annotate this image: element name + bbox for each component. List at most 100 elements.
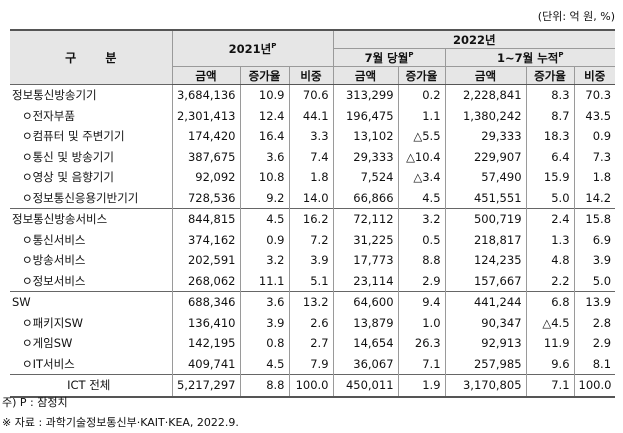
table-cell: △3.4	[397, 167, 446, 188]
table-cell: 374,162	[171, 229, 240, 250]
table-row: ㅇ방송서비스 202,591 3.2 3.9 17,773 8.8 124,235 4.8 3.…	[10, 250, 616, 271]
table-cell: 7,524	[332, 167, 399, 188]
table-cell: 409,741	[171, 353, 240, 375]
table-cell: 196,475	[332, 105, 399, 126]
row-label: ICT 전체	[10, 374, 172, 398]
table-cell: 4.5	[239, 208, 289, 230]
table-cell: 2.7	[288, 333, 334, 354]
table-cell: 31,225	[332, 229, 399, 250]
table-cell: 17,773	[332, 250, 399, 271]
table-cell: 14,654	[332, 333, 399, 354]
table-body: 정보통신방송기기 3,684,136 10.9 70.6 313,299 0.2 2,228…	[10, 84, 616, 398]
col-share-cum: 비중	[573, 66, 616, 85]
table-row: ㅇ통신 및 방송기기 387,675 3.6 7.4 29,333 △10.4 229,90…	[10, 146, 616, 167]
row-label: ㅇ방송서비스	[22, 253, 86, 268]
table-cell: 2.2	[525, 270, 575, 292]
table-cell: 136,410	[171, 312, 240, 333]
table-cell: 64,600	[332, 291, 399, 313]
table-cell: 124,235	[444, 250, 527, 271]
table-cell: 7.3	[573, 146, 616, 167]
table-cell: 8.7	[525, 105, 575, 126]
table-cell: 23,114	[332, 270, 399, 292]
table-cell: 13.9	[573, 291, 616, 313]
prelim-footnote: 주) P : 잠정치	[2, 396, 68, 409]
table-cell: 3.2	[239, 250, 289, 271]
table-cell: 15.9	[525, 167, 575, 188]
table-cell: 9.2	[239, 187, 289, 209]
table-cell: 450,011	[332, 374, 399, 398]
col-growth-july: 증가율	[397, 66, 446, 85]
table-cell: 36,067	[332, 353, 399, 375]
row-label: ㅇ통신서비스	[22, 232, 86, 247]
table-cell: 6.9	[573, 229, 616, 250]
table-row: 정보통신방송기기 3,684,136 10.9 70.6 313,299 0.2 2,228…	[10, 84, 616, 106]
table-cell: 5.0	[573, 270, 616, 292]
col-amount-cum: 금액	[444, 66, 527, 85]
table-cell: 4.8	[525, 250, 575, 271]
row-label: ㅇ정보서비스	[22, 273, 86, 288]
table-cell: 4.5	[397, 187, 446, 209]
table-cell: 3.6	[239, 146, 289, 167]
table-cell: 1.8	[288, 167, 334, 188]
table-cell: 3.9	[239, 312, 289, 333]
table-cell: 100.0	[288, 374, 334, 398]
table-cell: 5.1	[288, 270, 334, 292]
table-cell: 268,062	[171, 270, 240, 292]
table-cell: 0.8	[239, 333, 289, 354]
row-label: 정보통신방송서비스	[10, 208, 172, 230]
table-cell: 9.4	[397, 291, 446, 313]
table-cell: 4.5	[239, 353, 289, 375]
col-share-2021: 비중	[288, 66, 334, 85]
table-cell: 1,380,242	[444, 105, 527, 126]
table-cell: 8.8	[239, 374, 289, 398]
table-cell: 3.2	[397, 208, 446, 230]
table-row: 정보통신방송서비스 844,815 4.5 16.2 72,112 3.2 500,719 2…	[10, 208, 616, 230]
table-cell: 66,866	[332, 187, 399, 209]
table-cell: 142,195	[171, 333, 240, 354]
table-row: ㅇ전자부품 2,301,413 12.4 44.1 196,475 1.1 1,380,24…	[10, 105, 616, 126]
table-cell: 2.6	[288, 312, 334, 333]
ict-trade-table: 구 분 2021년P 2022년 7월 당월P 1~7월 누적P 금액 증가율 …	[10, 29, 616, 398]
table-row: ㅇ통신서비스 374,162 0.9 7.2 31,225 0.5 218,817 1.3 6.…	[10, 229, 616, 250]
table-cell: 72,112	[332, 208, 399, 230]
col-growth-2021: 증가율	[239, 66, 289, 85]
table-cell: 387,675	[171, 146, 240, 167]
table-cell: 3.9	[288, 250, 334, 271]
table-cell: 10.9	[239, 84, 289, 106]
table-cell: 44.1	[288, 105, 334, 126]
table-cell: 13,879	[332, 312, 399, 333]
table-cell: 2,228,841	[444, 84, 527, 106]
table-cell: 3.6	[239, 291, 289, 313]
table-cell: 688,346	[171, 291, 240, 313]
table-cell: 3,170,805	[444, 374, 527, 398]
table-cell: 10.8	[239, 167, 289, 188]
table-cell: 26.3	[397, 333, 446, 354]
row-label: ㅇ통신 및 방송기기	[22, 149, 114, 164]
table-row: ㅇIT서비스 409,741 4.5 7.9 36,067 7.1 257,985 9.6 8.…	[10, 353, 616, 375]
table-cell: 92,092	[171, 167, 240, 188]
table-cell: 1.8	[573, 167, 616, 188]
table-cell: △5.5	[397, 126, 446, 147]
table-cell: 3.3	[288, 126, 334, 147]
table-cell: 2.9	[573, 333, 616, 354]
table-cell: 257,985	[444, 353, 527, 375]
table-cell: 8.1	[573, 353, 616, 375]
table-cell: 12.4	[239, 105, 289, 126]
table-cell: 7.4	[288, 146, 334, 167]
table-cell: 18.3	[525, 126, 575, 147]
table-cell: 11.1	[239, 270, 289, 292]
table-cell: 229,907	[444, 146, 527, 167]
table-cell: 218,817	[444, 229, 527, 250]
col-amount-2021: 금액	[171, 66, 240, 85]
year-2021-header: 2021년P	[171, 29, 334, 67]
table-cell: 15.8	[573, 208, 616, 230]
col-growth-cum: 증가율	[525, 66, 575, 85]
row-label: SW	[10, 291, 172, 313]
row-label: ㅇIT서비스	[22, 356, 75, 371]
unit-note: (단위: 억 원, %)	[537, 10, 615, 23]
table-cell: 174,420	[171, 126, 240, 147]
year-2022-header: 2022년	[332, 29, 616, 49]
table-row: ICT 전체 5,217,297 8.8 100.0 450,011 1.9 3,170,8…	[10, 374, 616, 398]
table-cell: 16.2	[288, 208, 334, 230]
table-cell: 29,333	[444, 126, 527, 147]
